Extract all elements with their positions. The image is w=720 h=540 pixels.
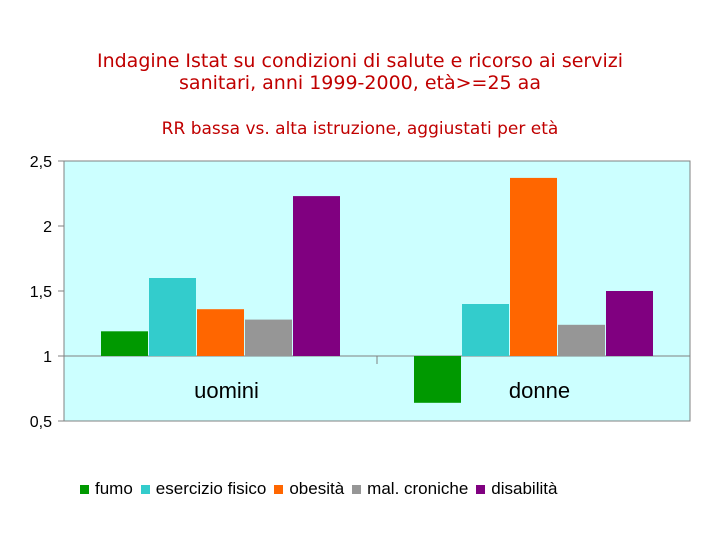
bar-uomini-1 bbox=[149, 278, 196, 356]
bar-donne-1 bbox=[462, 304, 509, 356]
bar-uomini-3 bbox=[245, 319, 292, 356]
bar-donne-0 bbox=[414, 356, 461, 403]
bar-donne-3 bbox=[558, 324, 605, 356]
legend-swatch bbox=[274, 484, 284, 494]
legend-item: mal. croniche bbox=[352, 479, 468, 499]
legend-swatch bbox=[140, 484, 150, 494]
chart-title-line-2: sanitari, anni 1999-2000, età>=25 aa bbox=[179, 72, 541, 94]
legend-swatch bbox=[80, 484, 89, 494]
bar-uomini-2 bbox=[197, 309, 244, 356]
legend-label: obesità bbox=[289, 479, 345, 498]
legend-item: obesità bbox=[274, 479, 344, 499]
y-tick-label: 1,5 bbox=[30, 284, 52, 301]
chart-title: Indagine Istat su condizioni di salute e… bbox=[0, 50, 720, 94]
y-tick-label: 1 bbox=[43, 349, 52, 366]
y-tick-label: 2 bbox=[43, 219, 52, 236]
legend-label: disabilità bbox=[491, 479, 558, 498]
bar-uomini-0 bbox=[101, 331, 148, 356]
chart-title-line-1: Indagine Istat su condizioni di salute e… bbox=[96, 50, 624, 72]
chart-legend: fumo esercizio fisico obesità mal. croniche… bbox=[80, 478, 565, 500]
legend-swatch bbox=[352, 484, 362, 494]
bar-uomini-4 bbox=[293, 196, 340, 356]
legend-swatch bbox=[476, 484, 486, 494]
bar-donne-4 bbox=[606, 291, 653, 356]
legend-item: fumo bbox=[80, 479, 133, 499]
legend-label: fumo bbox=[95, 479, 133, 498]
legend-item: disabilità bbox=[476, 479, 557, 499]
category-label-uomini: uomini bbox=[194, 378, 259, 403]
chart-subtitle: RR bassa vs. alta istruzione, aggiustati… bbox=[161, 119, 559, 139]
legend-label: mal. croniche bbox=[367, 479, 469, 498]
y-tick-label: 2,5 bbox=[30, 154, 52, 171]
category-label-donne: donne bbox=[509, 378, 570, 403]
y-tick-label: 0,5 bbox=[30, 414, 52, 431]
bar-donne-2 bbox=[510, 177, 557, 356]
legend-label: esercizio fisico bbox=[155, 479, 267, 498]
legend-item: esercizio fisico bbox=[140, 479, 267, 499]
